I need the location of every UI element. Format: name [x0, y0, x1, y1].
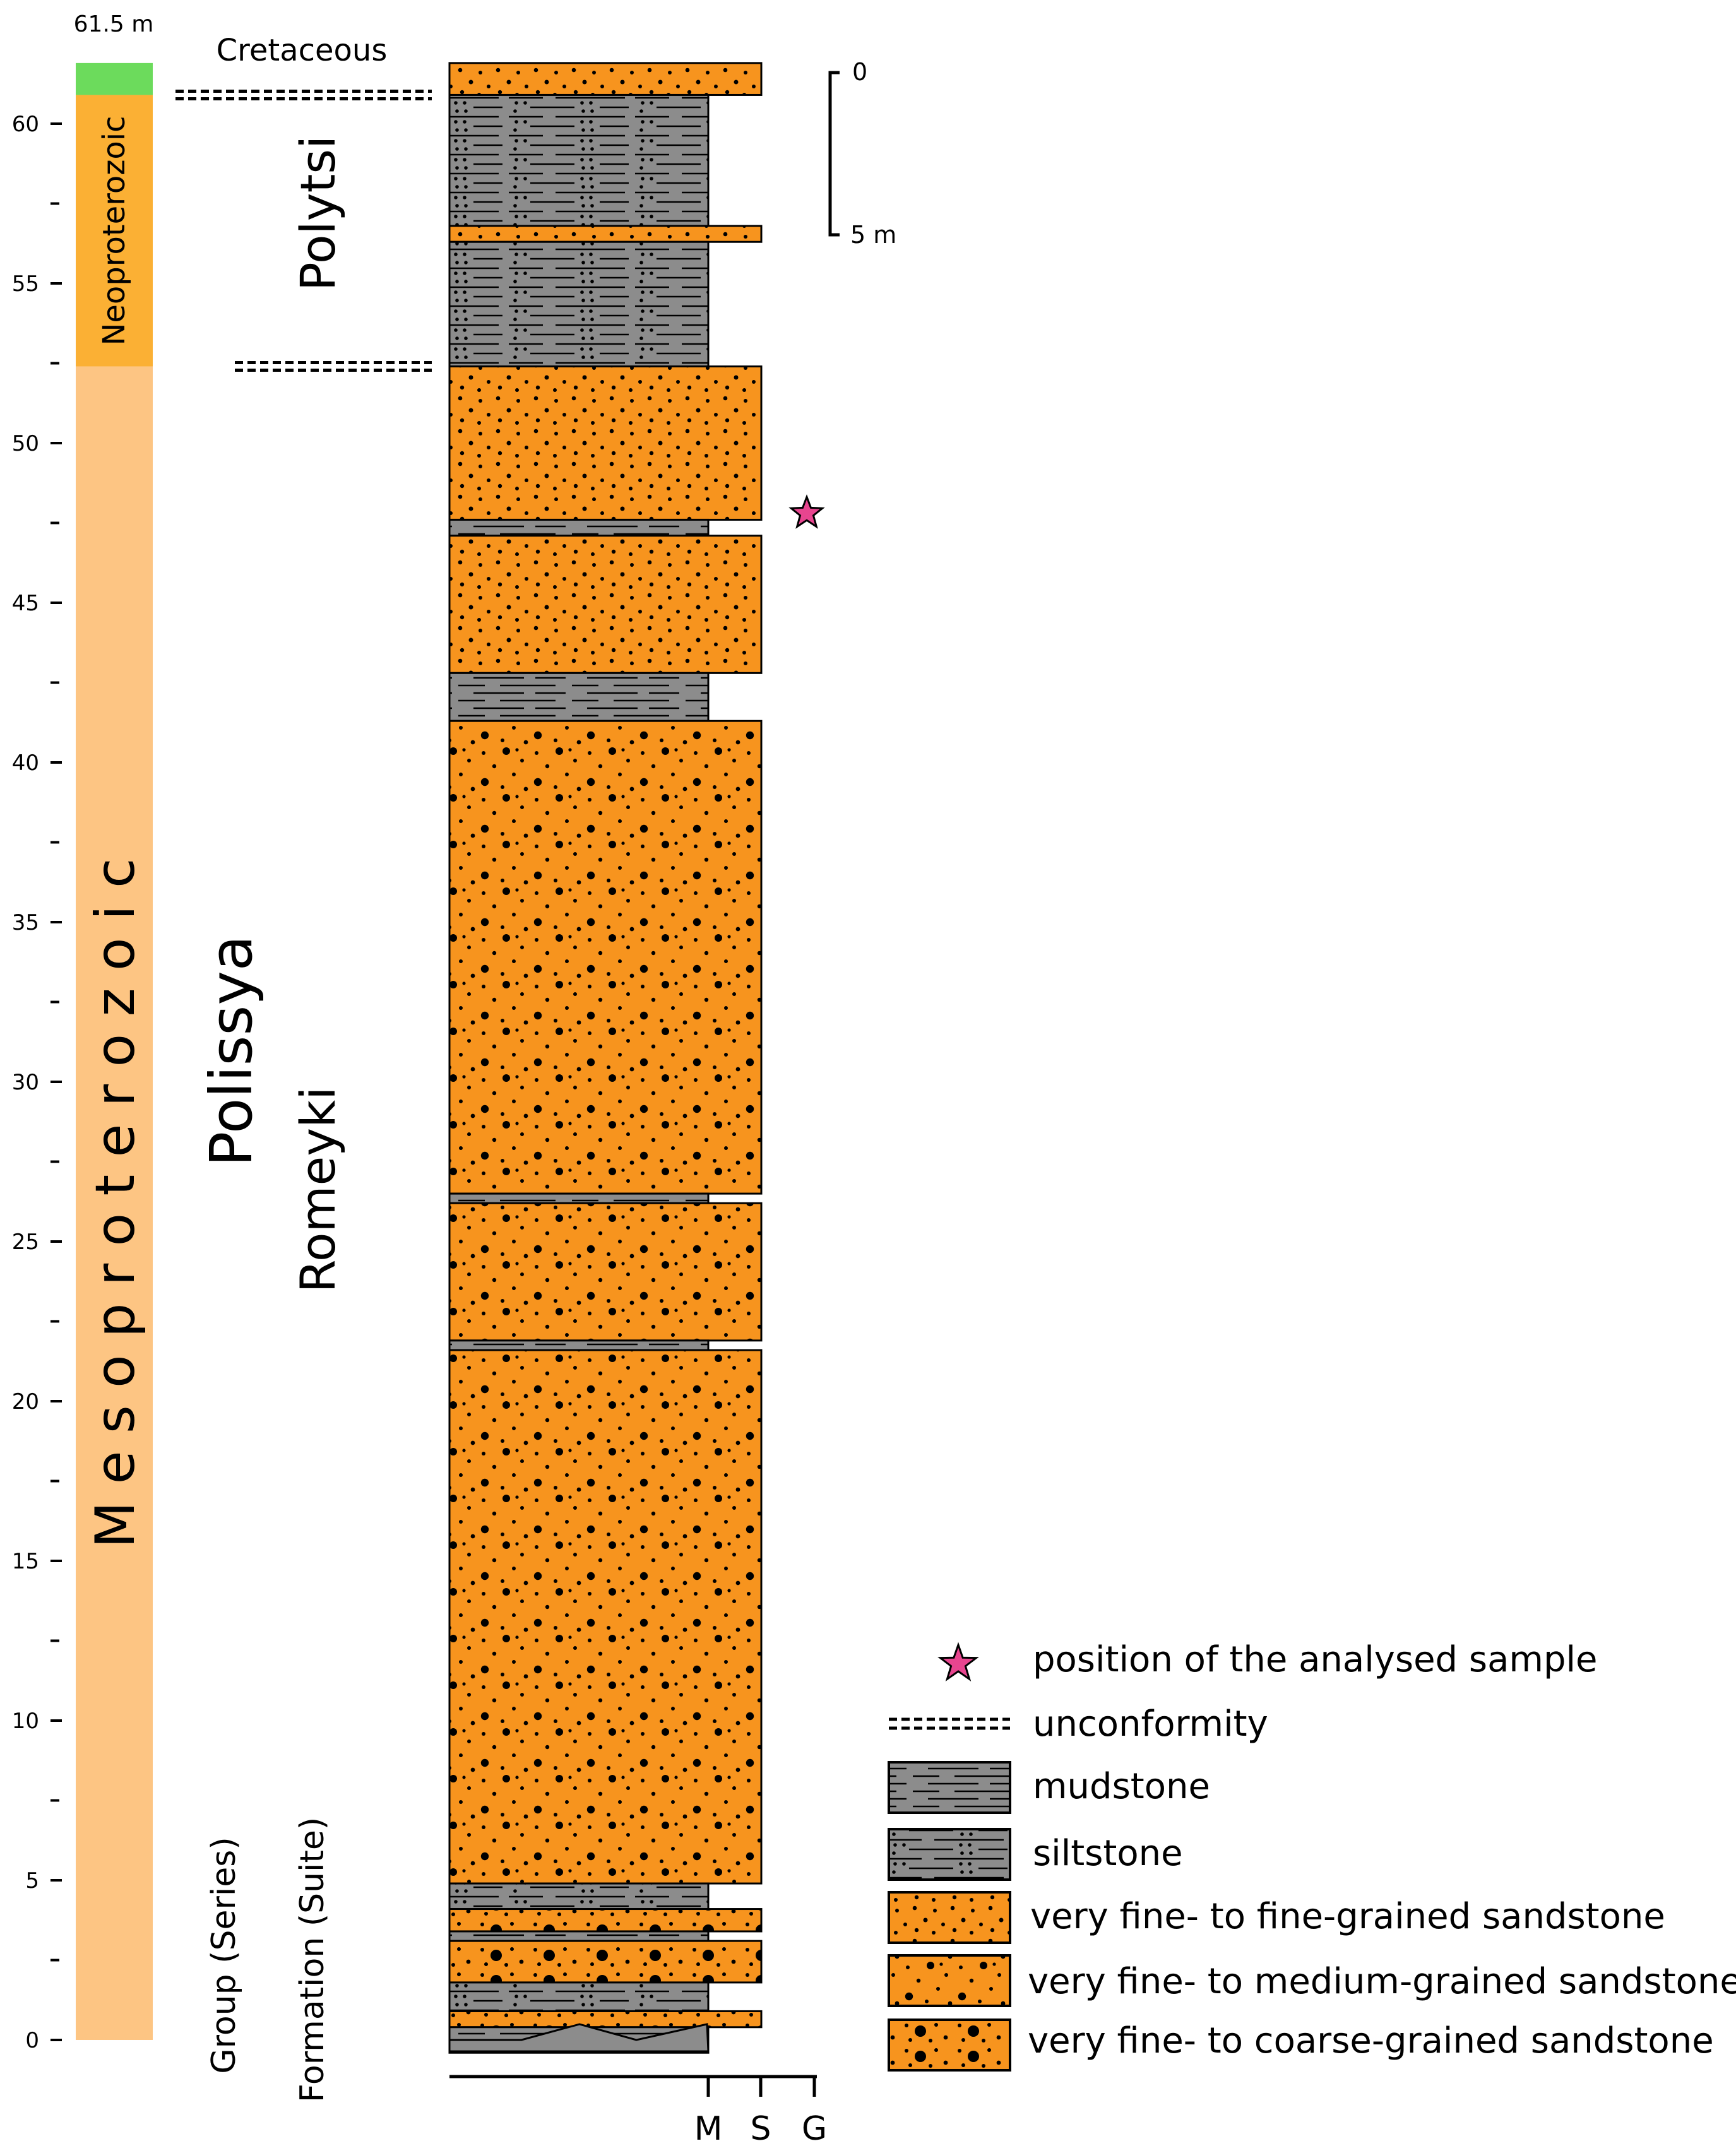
- depth-tick-label-45: 45: [12, 591, 39, 616]
- legend-item-mudstone: mudstone: [888, 1761, 1210, 1814]
- label-formation-suite: Formation (Suite): [294, 1817, 331, 2102]
- grain-size-axis: M S G: [449, 2075, 827, 2146]
- era-bar: Neoproterozoic M e s o p r o t e r o z o…: [76, 62, 153, 2040]
- label-polytsi: Polytsi: [290, 136, 346, 291]
- legend-item-sand-fine: very fine- to fine-grained sandstone: [888, 1891, 1665, 1944]
- depth-tick-label-60: 60: [12, 112, 39, 137]
- log-layer-mudstone: [448, 672, 710, 722]
- log-layer-siltstone: [448, 1882, 710, 1911]
- log-layer-sand_fine: [448, 535, 763, 674]
- legend-sand-coarse-swatch-pattern: [888, 2019, 1011, 2072]
- legend-item-sand-medium: very fine- to medium-grained sandstone: [888, 1954, 1736, 2007]
- log-layer-mudstone: [448, 1339, 710, 1351]
- era-neoproterozoic: [76, 95, 153, 367]
- scale-bar-line: [828, 71, 840, 237]
- legend-star-shape: [937, 1642, 979, 1682]
- scale-bar-top-label: 0: [852, 58, 867, 86]
- depth-tick-label-30: 30: [12, 1070, 39, 1095]
- log-layer-sand_medium: [448, 720, 763, 1195]
- era-label-mesoproterozoic: M e s o p r o t e r o z o i c: [84, 858, 147, 1548]
- legend-item-sand-coarse: very fine- to coarse-grained sandstone: [888, 2019, 1714, 2072]
- depth-axis-top-label: 61.5 m: [74, 11, 154, 37]
- sample-star-icon: [788, 494, 825, 529]
- era-mesoproterozoic: [76, 366, 153, 2040]
- depth-tick-label-40: 40: [12, 750, 39, 776]
- log-layer-sand_coarse: [448, 1940, 763, 1984]
- legend-label-sample: position of the analysed sample: [1033, 1639, 1598, 1680]
- legend-label-sand-medium: very fine- to medium-grained sandstone: [1028, 1961, 1736, 2002]
- legend-item-sample: position of the analysed sample: [937, 1639, 1598, 1682]
- depth-tick-label-15: 15: [12, 1549, 39, 1574]
- depth-tick-label-50: 50: [12, 431, 39, 456]
- depth-tick-label-20: 20: [12, 1389, 39, 1414]
- legend-item-unconformity: unconformity: [889, 1704, 1268, 1745]
- depth-tick-label-35: 35: [12, 910, 39, 935]
- legend-siltstone-swatch-pattern: [888, 1828, 1011, 1881]
- log-layer-sand_medium: [448, 1349, 763, 1885]
- grain-axis-label-s: S: [750, 2110, 771, 2146]
- scale-bar: 0 5 m: [828, 58, 896, 249]
- log-base-zigzag: [448, 2023, 710, 2053]
- depth-tick-label-0: 0: [25, 2028, 39, 2053]
- log-layer-mudstone: [448, 518, 710, 537]
- log-layer-sand_fine: [448, 225, 763, 243]
- legend-star-icon: [937, 1642, 979, 1682]
- depth-tick-label-55: 55: [12, 271, 39, 297]
- scale-bar-bottom-label: 5 m: [850, 221, 896, 249]
- grain-axis-label-g: G: [802, 2110, 827, 2146]
- log-layer-siltstone: [448, 1981, 710, 2012]
- legend-label-sand-coarse: very fine- to coarse-grained sandstone: [1028, 2020, 1714, 2061]
- unconformity-lines: [175, 89, 432, 372]
- legend-item-siltstone: siltstone: [888, 1828, 1183, 1881]
- legend: position of the analysed sample unconfor…: [888, 1639, 1736, 2072]
- legend-mudstone-swatch-pattern: [888, 1761, 1011, 1814]
- grain-axis-label-m: M: [694, 2110, 723, 2146]
- depth-axis: 61.5 m 0 5 10 15 20 25 30 35 40 45 50 55 60: [12, 11, 154, 2053]
- legend-label-unconformity: unconformity: [1033, 1704, 1268, 1745]
- legend-sand-fine-swatch-pattern: [888, 1891, 1011, 1944]
- log-layer-siltstone: [448, 93, 710, 227]
- log-layer-siltstone: [448, 240, 710, 368]
- unit-labels: Cretaceous Polytsi Polissya Romeyki Grou…: [198, 33, 387, 2102]
- depth-tick-label-10: 10: [12, 1709, 39, 1734]
- log-layer-mudstone: [448, 1930, 710, 1942]
- log-layer-sand_fine: [448, 62, 763, 96]
- era-cretaceous: [76, 62, 153, 95]
- log-layer-sand_coarse: [448, 2010, 763, 2029]
- depth-tick-label-5: 5: [25, 1868, 39, 1894]
- legend-label-siltstone: siltstone: [1033, 1833, 1183, 1874]
- legend-sand-medium-swatch-pattern: [888, 1954, 1011, 2007]
- log-layer-mudstone: [448, 1192, 710, 1204]
- sample-position-star: [788, 494, 825, 529]
- log-layer-sand_coarse: [448, 1908, 763, 1933]
- lithologic-log: [448, 62, 763, 2054]
- label-romeyki: Romeyki: [290, 1087, 346, 1293]
- label-cretaceous: Cretaceous: [217, 33, 388, 68]
- legend-label-mudstone: mudstone: [1033, 1766, 1210, 1807]
- depth-tick-label-25: 25: [12, 1230, 39, 1255]
- log-layer-sand_fine: [448, 365, 763, 521]
- label-polissya: Polissya: [198, 935, 265, 1166]
- log-layer-sand_medium: [448, 1202, 763, 1342]
- legend-label-sand-fine: very fine- to fine-grained sandstone: [1030, 1896, 1665, 1937]
- label-group-series: Group (Series): [205, 1837, 243, 2073]
- era-label-neoproterozoic: Neoproterozoic: [97, 116, 132, 346]
